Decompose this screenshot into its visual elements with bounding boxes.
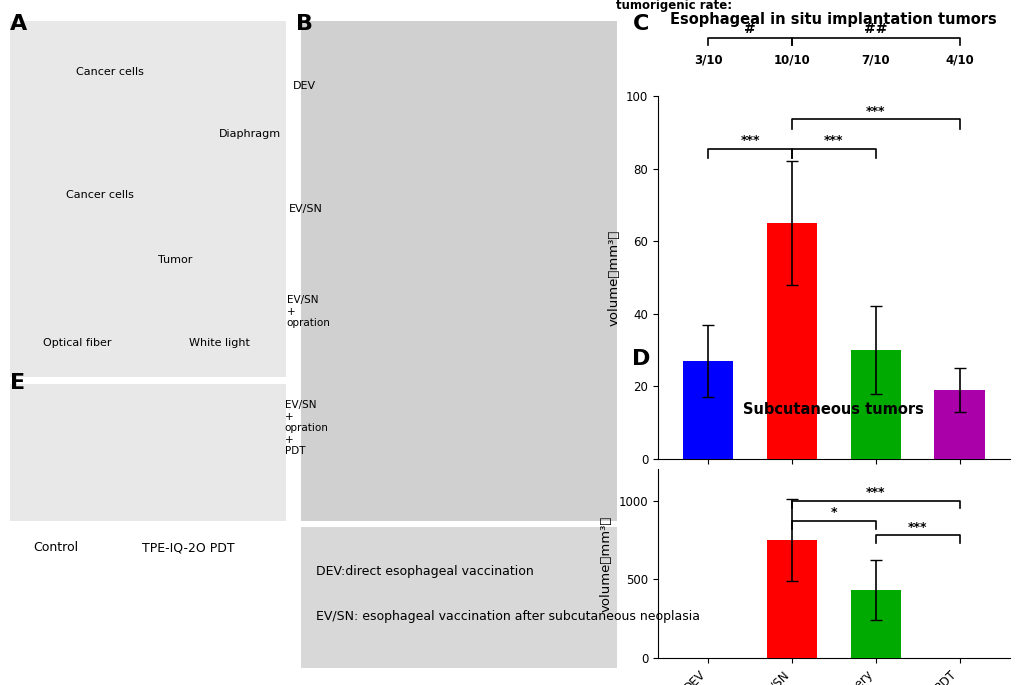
Text: E: E — [10, 373, 25, 393]
Text: ***: *** — [907, 521, 926, 534]
Text: DEV:direct esophageal vaccination: DEV:direct esophageal vaccination — [316, 565, 533, 578]
Text: tumorigenic rate:: tumorigenic rate: — [615, 0, 731, 12]
Text: 4/10: 4/10 — [945, 54, 973, 67]
Bar — [933, 390, 983, 459]
Text: ***: *** — [865, 105, 884, 118]
Text: 7/10: 7/10 — [861, 54, 890, 67]
Text: EV/SN: EV/SN — [288, 204, 322, 214]
Bar — [766, 223, 816, 459]
Text: Cancer cells: Cancer cells — [76, 67, 145, 77]
Text: Control: Control — [34, 541, 78, 554]
Text: 3/10: 3/10 — [693, 54, 721, 67]
Bar — [850, 590, 900, 658]
Text: Optical fiber: Optical fiber — [43, 338, 111, 347]
Text: A: A — [10, 14, 28, 34]
Y-axis label: volume（mm³）: volume（mm³） — [606, 229, 620, 325]
Text: Tumor: Tumor — [158, 256, 193, 265]
Text: B: B — [296, 14, 313, 34]
Y-axis label: volume（mm³）: volume（mm³） — [599, 515, 612, 612]
Bar — [683, 361, 733, 459]
Text: C: C — [632, 14, 648, 34]
Text: EV/SN
+
opration: EV/SN + opration — [286, 295, 330, 328]
Text: D: D — [632, 349, 650, 369]
Bar — [850, 350, 900, 459]
Text: #: # — [744, 22, 755, 36]
Title: Subcutaneous tumors: Subcutaneous tumors — [743, 401, 923, 416]
Text: TPE-IQ-2O PDT: TPE-IQ-2O PDT — [143, 541, 234, 554]
Text: EV/SN
+
opration
+
PDT: EV/SN + opration + PDT — [284, 400, 328, 456]
Bar — [766, 540, 816, 658]
Text: EV/SN: esophageal vaccination after subcutaneous neoplasia: EV/SN: esophageal vaccination after subc… — [316, 610, 699, 623]
Text: ***: *** — [865, 486, 884, 499]
Text: Cancer cells: Cancer cells — [66, 190, 135, 200]
Title: Esophageal in situ implantation tumors: Esophageal in situ implantation tumors — [669, 12, 997, 27]
Text: ***: *** — [823, 134, 843, 147]
Text: DEV: DEV — [292, 81, 316, 90]
Text: White light: White light — [189, 338, 250, 347]
Text: 10/10: 10/10 — [772, 54, 809, 67]
Text: ***: *** — [740, 134, 759, 147]
Text: ##: ## — [863, 22, 887, 36]
Text: *: * — [829, 506, 837, 519]
Text: Diaphragm: Diaphragm — [219, 129, 281, 138]
